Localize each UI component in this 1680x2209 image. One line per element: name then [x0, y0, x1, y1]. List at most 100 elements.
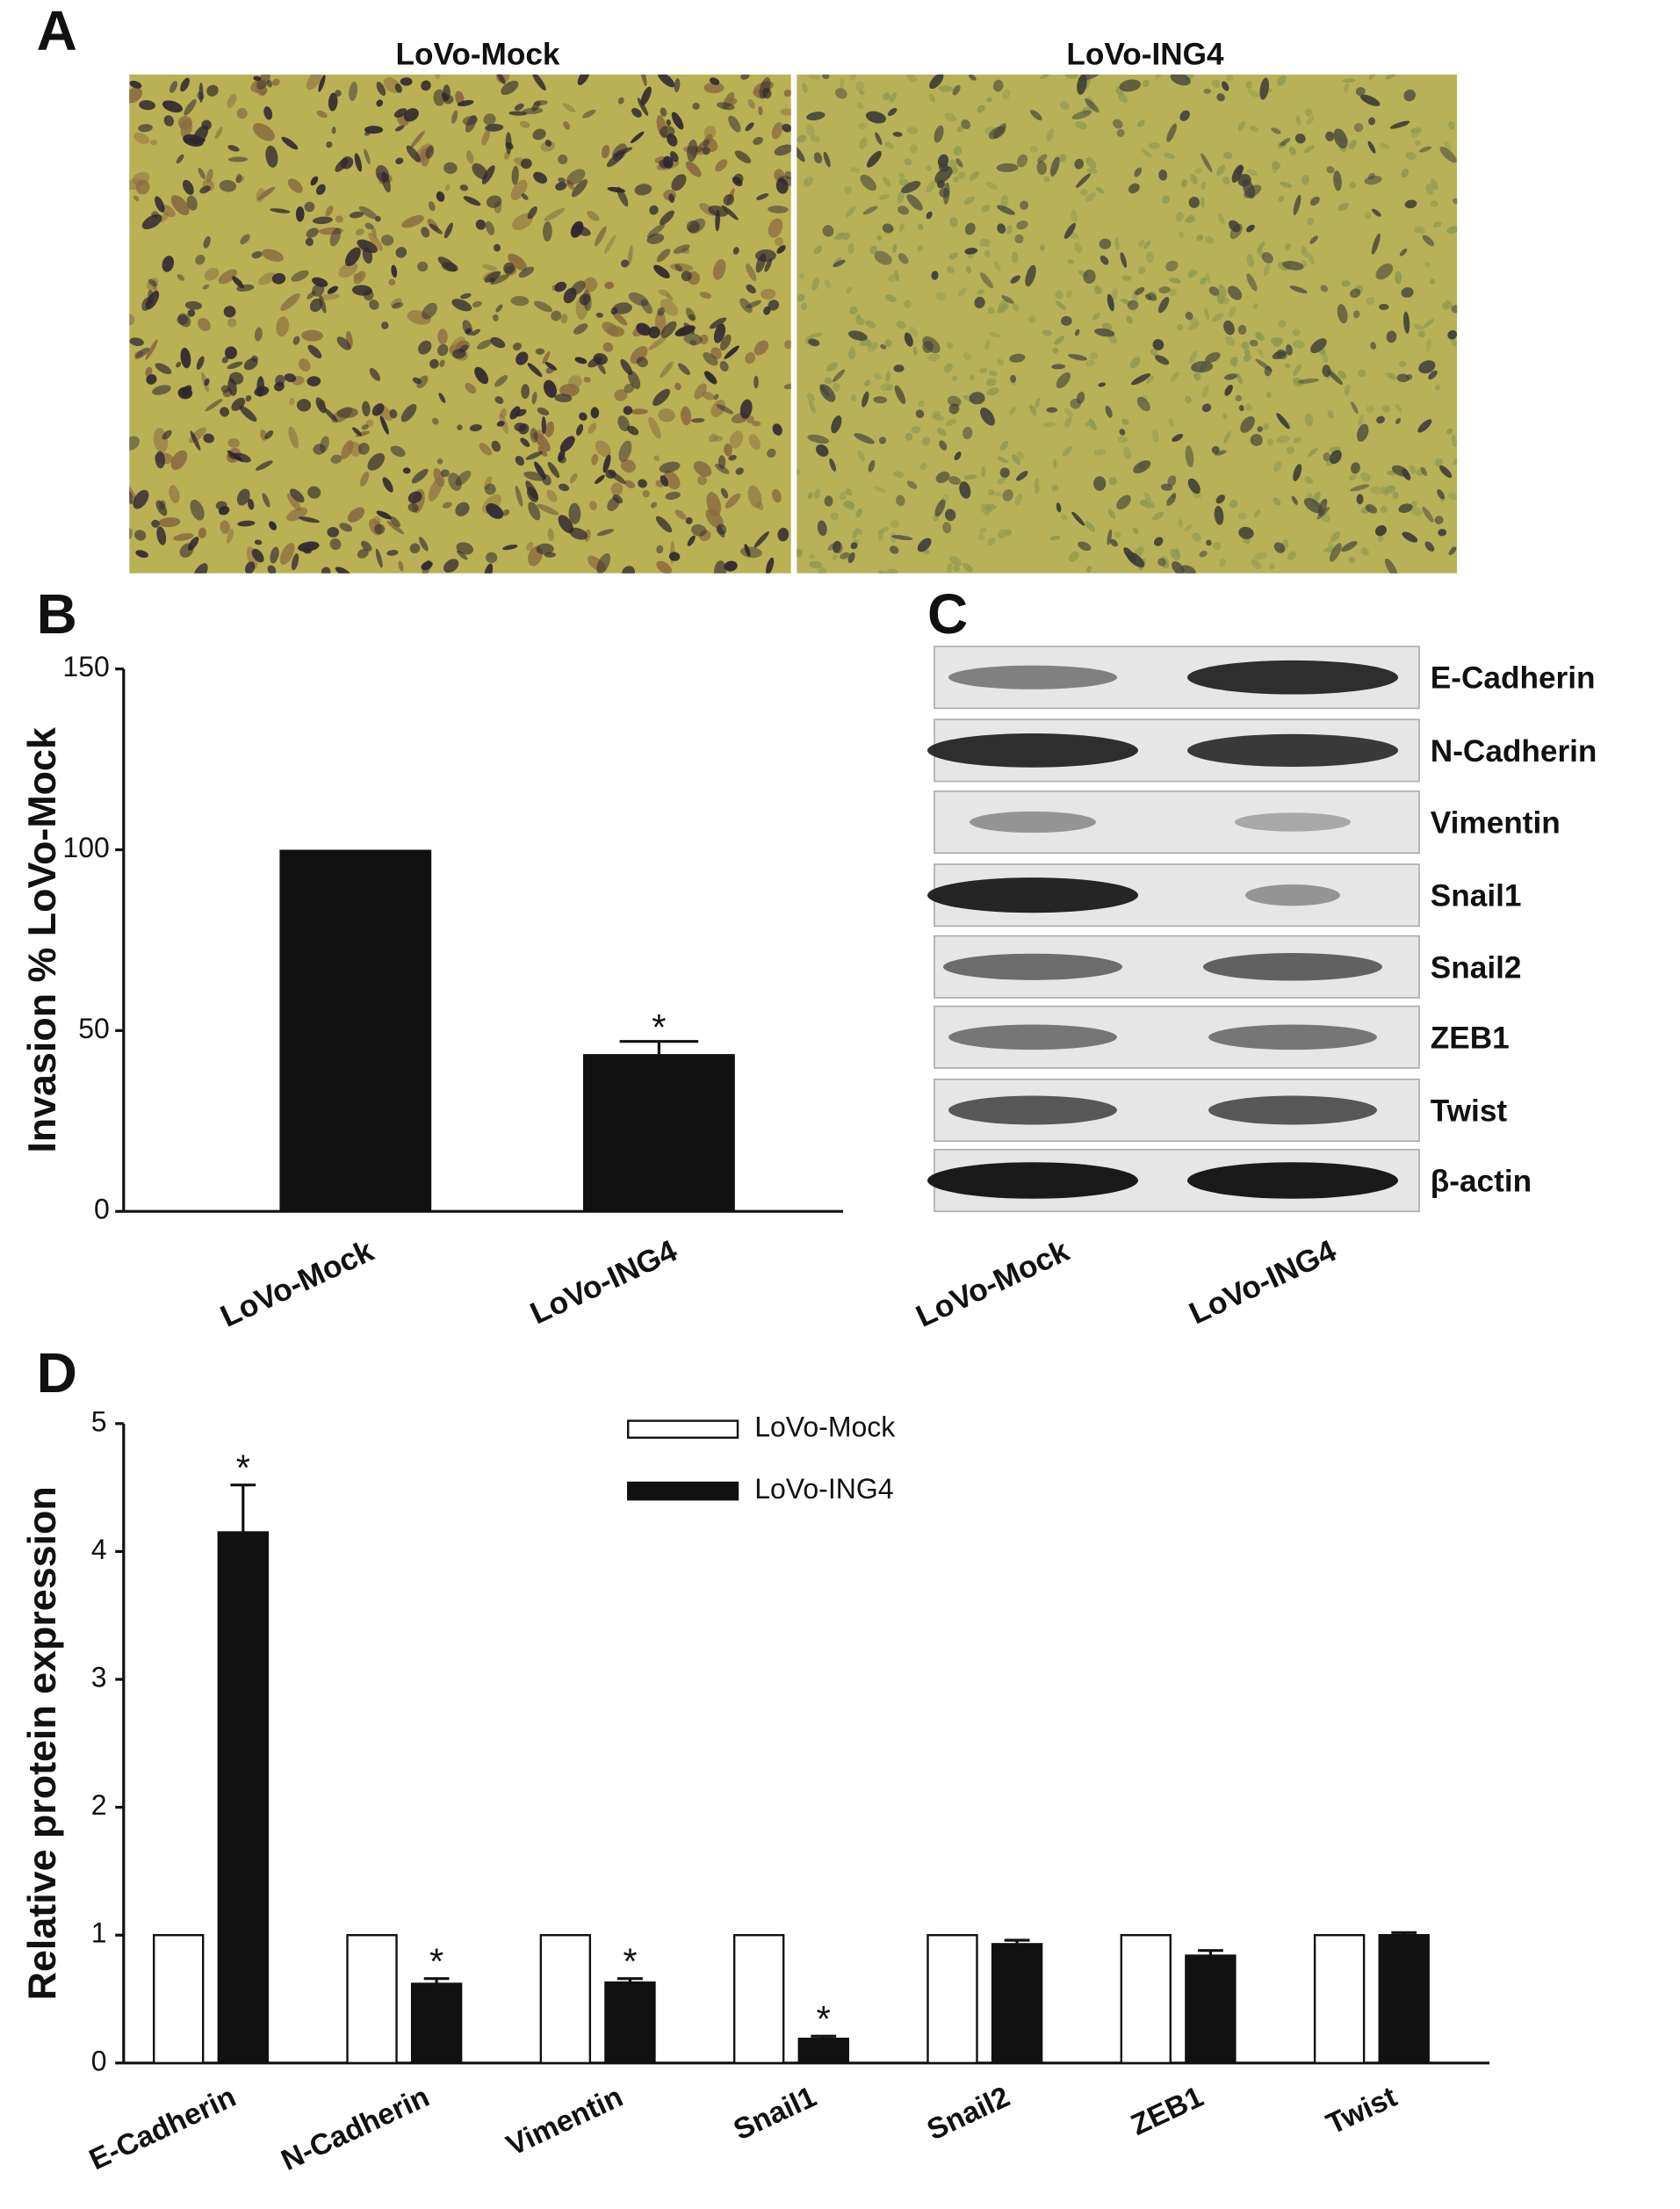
cell [887, 273, 899, 282]
cell [946, 265, 955, 274]
cell [837, 232, 844, 240]
cell [139, 100, 155, 111]
cell [1127, 300, 1139, 310]
cell [543, 379, 557, 398]
cell [857, 528, 863, 535]
cell [803, 176, 813, 187]
cell [723, 194, 735, 206]
cell [1269, 563, 1275, 570]
cell [777, 527, 790, 542]
cell [1093, 476, 1107, 491]
cell [221, 357, 229, 364]
cell [1295, 115, 1301, 126]
cell [1420, 466, 1428, 476]
cell [842, 232, 850, 241]
cell [889, 545, 899, 554]
cell [1368, 74, 1376, 81]
cell [559, 383, 580, 397]
significance: * [623, 1941, 637, 1982]
cell [1071, 511, 1085, 526]
cell [305, 237, 314, 247]
cell [602, 321, 619, 336]
cell [1148, 142, 1161, 149]
cell [375, 548, 383, 568]
cell [1152, 511, 1164, 521]
cell [775, 237, 784, 247]
cell [298, 358, 311, 372]
cell [1166, 123, 1177, 142]
cell [1273, 497, 1281, 506]
cell [1403, 311, 1410, 334]
cell [894, 385, 906, 405]
cell [269, 521, 278, 531]
bar [991, 1943, 1043, 2064]
cell [1158, 297, 1170, 314]
cell [353, 272, 363, 280]
cell [1030, 110, 1042, 121]
cell [494, 375, 508, 387]
cell [237, 520, 256, 527]
cell [264, 430, 274, 440]
cell [681, 271, 692, 282]
cell [254, 539, 263, 545]
significance: * [652, 1007, 666, 1048]
cell [1150, 349, 1158, 357]
cell [1389, 120, 1410, 129]
cell [364, 126, 384, 134]
cell [1201, 182, 1207, 191]
cell [855, 81, 864, 91]
cell [129, 314, 135, 326]
cell [1337, 304, 1348, 324]
cell [352, 427, 362, 437]
cell [1042, 329, 1053, 336]
cell [1391, 465, 1410, 477]
cell [155, 363, 172, 375]
cell [950, 167, 959, 175]
cell [1214, 505, 1224, 525]
cell [1399, 361, 1407, 368]
cell [357, 442, 370, 455]
bar [410, 1982, 463, 2064]
cell [623, 406, 633, 415]
cell [563, 121, 571, 130]
cell [758, 105, 763, 116]
cell [934, 499, 946, 517]
cell [999, 467, 1010, 478]
cell [257, 272, 277, 285]
cell [1134, 287, 1145, 296]
cell [772, 423, 782, 436]
cell [155, 500, 168, 516]
cell [959, 481, 971, 499]
cell [437, 328, 448, 345]
cell [149, 140, 158, 146]
cell [321, 567, 331, 574]
cell [936, 427, 947, 437]
cell [985, 378, 997, 386]
cell [1371, 233, 1381, 255]
cell [997, 358, 1005, 366]
cell [822, 225, 834, 237]
cell [848, 346, 855, 360]
x-tick-label: ZEB1 [1126, 2081, 1208, 2142]
cell [1212, 313, 1224, 322]
cell [636, 357, 648, 368]
cell [141, 213, 162, 230]
cell [568, 502, 581, 524]
cell [713, 393, 719, 401]
cell [148, 289, 155, 304]
cell [330, 454, 342, 464]
cell [148, 278, 157, 287]
bar [346, 1934, 398, 2064]
cell [1447, 492, 1458, 501]
cell [1342, 78, 1356, 83]
cell [546, 489, 558, 502]
cell [393, 108, 407, 118]
cell [129, 528, 133, 540]
cell [1396, 373, 1410, 383]
cell [1201, 403, 1212, 413]
blot-band [1187, 1162, 1398, 1199]
cell [336, 336, 351, 350]
cell [901, 181, 921, 194]
cell [953, 177, 959, 184]
cell [400, 403, 417, 422]
